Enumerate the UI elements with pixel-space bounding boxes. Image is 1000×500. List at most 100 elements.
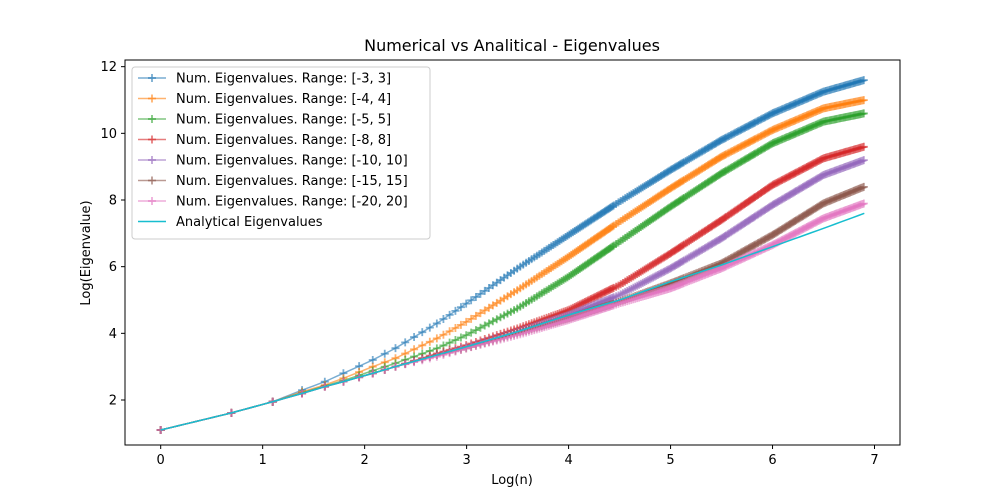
y-tick-label: 12 <box>100 60 117 75</box>
series-marker <box>480 286 489 295</box>
legend-item: Num. Eigenvalues. Range: [-8, 8] <box>138 133 391 148</box>
series-marker <box>480 306 489 315</box>
series-marker <box>439 350 448 359</box>
series-7 <box>160 212 865 431</box>
series-marker <box>445 327 454 336</box>
series-marker <box>462 344 471 353</box>
series-marker <box>445 349 454 358</box>
legend-marker <box>148 176 156 185</box>
series-marker <box>476 289 485 298</box>
series-marker <box>445 310 454 319</box>
legend-item: Num. Eigenvalues. Range: [-20, 20] <box>138 195 408 210</box>
legend-label: Num. Eigenvalues. Range: [-20, 20] <box>176 195 408 210</box>
y-axis-label: Log(Eigenvalue) <box>79 200 94 305</box>
series-marker <box>445 338 454 347</box>
legend-marker <box>148 197 156 205</box>
series-marker <box>451 323 460 332</box>
series-marker <box>859 199 868 208</box>
legend-label: Num. Eigenvalues. Range: [-8, 8] <box>176 133 391 148</box>
legend-marker <box>148 74 156 82</box>
series-marker <box>380 349 389 358</box>
series-marker <box>439 330 448 339</box>
series-marker <box>859 182 868 191</box>
series-marker <box>471 311 480 320</box>
series-marker <box>476 323 485 332</box>
x-tick-label: 4 <box>564 453 572 468</box>
x-tick-label: 0 <box>157 453 165 468</box>
legend-item: Num. Eigenvalues. Range: [-3, 3] <box>138 72 391 87</box>
series-marker <box>462 299 471 308</box>
series-marker <box>456 345 465 354</box>
series-marker <box>467 343 476 352</box>
series-marker <box>859 109 868 118</box>
series-marker <box>471 326 480 335</box>
legend-item: Num. Eigenvalues. Range: [-5, 5] <box>138 113 391 128</box>
x-tick-label: 2 <box>360 453 368 468</box>
legend-item: Num. Eigenvalues. Range: [-15, 15] <box>138 174 408 189</box>
y-tick-label: 6 <box>109 260 117 275</box>
series-marker <box>418 341 427 350</box>
series-marker <box>859 76 868 85</box>
series-marker <box>451 347 460 356</box>
series-marker <box>456 320 465 329</box>
series-marker <box>456 333 465 342</box>
series-marker <box>418 328 427 337</box>
series-marker <box>859 156 868 165</box>
legend-item: Num. Eigenvalues. Range: [-4, 4] <box>138 92 391 107</box>
legend-label: Analytical Eigenvalues <box>176 215 323 230</box>
series-1 <box>156 96 868 434</box>
x-axis-label: Log(n) <box>491 473 533 488</box>
plot-frame <box>124 59 901 446</box>
series-marker <box>439 315 448 324</box>
x-tick-label: 7 <box>870 453 878 468</box>
series-marker <box>476 309 485 318</box>
series-layer <box>156 76 868 434</box>
legend-label: Num. Eigenvalues. Range: [-3, 3] <box>176 72 391 87</box>
series-marker <box>451 336 460 345</box>
series-marker <box>432 334 441 343</box>
y-tick-label: 4 <box>109 327 117 342</box>
legend-marker <box>148 115 156 123</box>
series-marker <box>425 337 434 346</box>
legend-label: Num. Eigenvalues. Range: [-15, 15] <box>176 174 408 189</box>
series-marker <box>462 317 471 326</box>
series-marker <box>425 323 434 332</box>
legend-marker <box>148 156 156 164</box>
x-tick-label: 5 <box>666 453 674 468</box>
series-marker <box>462 331 471 340</box>
series-marker <box>432 352 441 361</box>
series-marker <box>391 344 400 353</box>
series-marker <box>467 328 476 337</box>
series-marker <box>456 303 465 312</box>
legend-box <box>131 66 431 240</box>
y-tick-label: 10 <box>100 127 117 142</box>
legend-item: Analytical Eigenvalues <box>138 215 323 230</box>
series-2 <box>156 109 868 434</box>
series-marker <box>467 296 476 305</box>
x-tick-label: 1 <box>259 453 267 468</box>
legend-marker <box>148 94 156 103</box>
series-marker <box>859 142 868 151</box>
legend-label: Num. Eigenvalues. Range: [-4, 4] <box>176 92 391 107</box>
series-marker <box>401 338 410 347</box>
series-marker <box>410 333 419 342</box>
legend-label: Num. Eigenvalues. Range: [-5, 5] <box>176 113 391 128</box>
legend: Num. Eigenvalues. Range: [-3, 3] Num. Eig… <box>131 66 431 240</box>
x-tick-label: 3 <box>462 453 470 468</box>
chart-title: Numerical vs Analitical - Eigenvalues <box>364 36 660 55</box>
series-marker <box>471 292 480 301</box>
series-0 <box>156 76 868 434</box>
legend-marker <box>148 135 156 144</box>
legend-item: Num. Eigenvalues. Range: [-10, 10] <box>138 154 408 169</box>
series-marker <box>451 306 460 315</box>
legend-label: Num. Eigenvalues. Range: [-10, 10] <box>176 154 408 169</box>
series-marker <box>432 319 441 328</box>
series-marker <box>480 321 489 330</box>
series-line <box>160 212 865 431</box>
series-marker <box>859 96 868 105</box>
y-tick-label: 8 <box>109 194 117 209</box>
series-marker <box>467 314 476 323</box>
